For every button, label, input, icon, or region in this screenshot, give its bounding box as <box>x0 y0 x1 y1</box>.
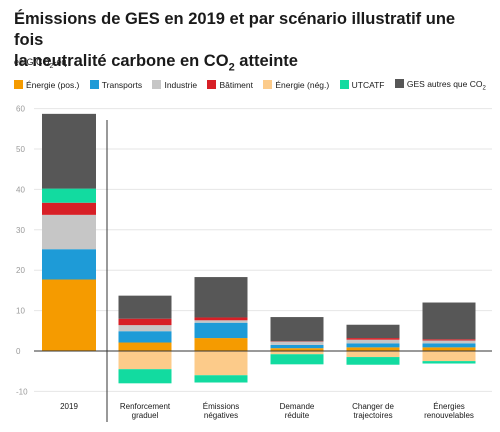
bar-segment-ges-autres <box>346 324 400 339</box>
bar-segment-industrie <box>346 339 400 344</box>
legend-swatch <box>14 80 23 90</box>
x-category-label: Renforcement <box>120 402 171 411</box>
legend-swatch <box>152 80 162 90</box>
bar-segment-energie-pos <box>118 342 172 351</box>
unit-label-subscript: 2 <box>49 62 54 70</box>
bar-segment-energie-pos <box>270 348 324 351</box>
bar-segment-batiment <box>194 317 248 321</box>
bar-segment-energie-neg <box>118 351 172 370</box>
bar-segment-ges-autres <box>422 302 476 340</box>
bar-segment-energie-pos <box>42 279 96 351</box>
bar-segment-batiment <box>422 339 476 341</box>
bar-segment-transports <box>270 344 324 349</box>
legend-item-energie-pos: Énergie (pos.) <box>14 80 79 90</box>
legend-label-subscript: 2 <box>482 85 486 92</box>
unit-label: en GtCO2-eq <box>14 57 66 70</box>
bar-segment-energie-neg <box>194 351 248 376</box>
x-category-label: Émissions <box>203 402 239 411</box>
legend-item-batiment: Bâtiment <box>207 80 253 90</box>
unit-label-pre: en GtCO <box>14 57 50 67</box>
bar-segment-batiment <box>346 338 400 340</box>
legend-label: Bâtiment <box>219 80 253 91</box>
x-category-label: négatives <box>204 411 238 420</box>
bar-segment-utcatf <box>270 354 324 365</box>
bar-segment-batiment <box>42 202 96 215</box>
legend-label: Transports <box>101 80 143 91</box>
legend-swatch <box>89 80 99 90</box>
legend-label: Énergie (nég.) <box>275 80 330 91</box>
x-category-label: renouvelables <box>424 411 474 420</box>
legend-swatch <box>263 80 273 90</box>
x-category-label: Demande <box>280 402 315 411</box>
bar-segment-utcatf <box>194 375 248 383</box>
bar-segment-transports <box>346 343 400 348</box>
legend-label: Industrie <box>164 80 198 91</box>
chart-title-line1: Émissions de GES en 2019 et par scénario… <box>14 10 456 49</box>
bar-segment-transports <box>194 322 248 339</box>
y-tick-label: -10 <box>16 387 28 396</box>
chart-title-subscript: 2 <box>228 61 235 74</box>
bar-segment-utcatf <box>42 188 96 203</box>
bar-segment-industrie <box>118 325 172 332</box>
bar-segment-ges-autres <box>194 277 248 318</box>
bar-segment-industrie <box>194 320 248 323</box>
legend-swatch <box>207 80 217 90</box>
bar-segment-energie-neg <box>422 351 476 362</box>
bar-segment-energie-neg <box>346 351 400 358</box>
bar-segment-ges-autres <box>42 113 96 189</box>
bar-segment-ges-autres <box>270 317 324 342</box>
legend-item-transports: Transports <box>89 80 143 91</box>
x-category-label: 2019 <box>60 402 78 411</box>
bar-segment-ges-autres <box>118 295 172 319</box>
y-tick-label: 0 <box>16 347 21 356</box>
bar-segment-industrie <box>270 341 324 345</box>
chart-title-line2-end: atteinte <box>234 52 298 70</box>
x-category-label: graduel <box>132 411 159 420</box>
x-category-label: trajectoires <box>353 411 392 420</box>
bar-segment-utcatf <box>422 361 476 364</box>
x-category-label: Changer de <box>352 402 394 411</box>
legend-item-utcatf: UTCATF <box>339 80 385 91</box>
bar-segment-transports <box>42 249 96 280</box>
legend-item-industrie: Industrie <box>152 80 197 90</box>
bar-segment-energie-pos <box>346 347 400 351</box>
y-tick-label: 30 <box>16 226 25 235</box>
x-category-label: Énergies <box>433 402 465 411</box>
bar-segment-industrie <box>422 340 476 344</box>
legend-swatch <box>339 80 349 90</box>
bar-segment-transports <box>422 343 476 348</box>
bar-segment-energie-pos <box>422 347 476 351</box>
legend-item-ges-autres: GES autres que CO2 <box>394 79 486 92</box>
chart-title-line2: la neutralité carbone en CO <box>14 52 229 70</box>
bar-segment-industrie <box>42 214 96 250</box>
y-tick-label: 20 <box>16 266 25 275</box>
chart-title: Émissions de GES en 2019 et par scénario… <box>14 9 484 78</box>
legend-item-energie-neg: Énergie (nég.) <box>263 80 329 90</box>
y-tick-label: 40 <box>16 185 25 194</box>
bar-segment-energie-pos <box>194 338 248 351</box>
legend-swatch <box>394 79 404 88</box>
x-category-label: réduite <box>285 411 310 420</box>
legend-label: UTCATF <box>351 80 385 91</box>
bar-segment-utcatf <box>346 357 400 365</box>
legend-label: Énergie (pos.) <box>26 80 80 91</box>
unit-label-post: -eq <box>53 57 67 67</box>
y-tick-label: 10 <box>16 307 25 316</box>
legend: Énergie (pos.) Transports Industrie Bâti… <box>14 79 494 92</box>
bar-segment-utcatf <box>118 369 172 384</box>
y-tick-label: 60 <box>16 105 25 114</box>
bar-segment-energie-neg <box>270 351 324 355</box>
legend-label: GES autres que CO <box>406 79 483 89</box>
bar-segment-batiment <box>118 318 172 326</box>
y-tick-label: 50 <box>16 145 25 154</box>
bar-segment-transports <box>118 331 172 343</box>
